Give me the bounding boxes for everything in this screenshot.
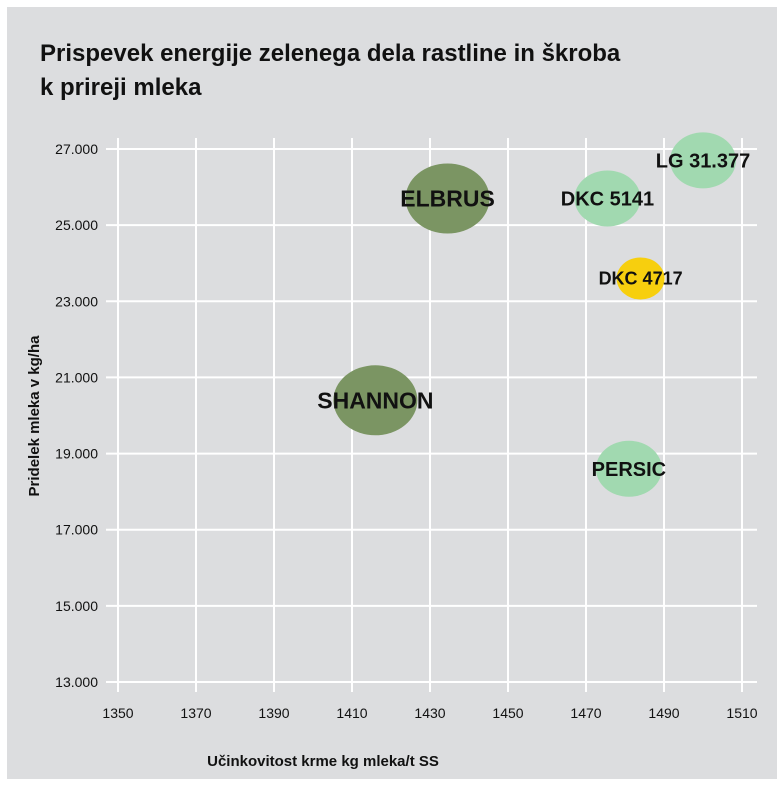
x-tick-labels: 1350 1370 1390 1410 1430 1450 1470 1490 1510	[102, 705, 757, 721]
y-tick-labels: 13.000 15.000 17.000 19.000 21.000 23.000 25.0…	[55, 141, 98, 690]
bubble	[574, 170, 641, 227]
x-tick-label: 1490	[648, 705, 679, 721]
x-tick-label: 1410	[336, 705, 367, 721]
bubble-label: SHANNON	[317, 387, 433, 413]
y-tick-label: 27.000	[55, 141, 98, 157]
y-tick-label: 13.000	[55, 674, 98, 690]
bubble	[405, 163, 490, 234]
x-tick-label: 1450	[492, 705, 523, 721]
chart-title: Prispevek energije zelenega dela rastlin…	[40, 40, 621, 101]
y-tick-label: 21.000	[55, 369, 98, 385]
x-axis-label: Učinkovitost krme kg mleka/t SS	[207, 753, 439, 770]
y-tick-label: 19.000	[55, 446, 98, 462]
bubble	[333, 365, 418, 436]
x-tick-label: 1510	[726, 705, 757, 721]
bubble	[670, 132, 736, 189]
bubble-label: DKC 4717	[599, 269, 683, 289]
bubble	[595, 440, 662, 497]
y-axis-label: Pridelek mleka v kg/ha	[26, 335, 43, 497]
x-tick-label: 1390	[258, 705, 289, 721]
bubble-label: PERSIC	[592, 459, 666, 481]
x-tick-label: 1470	[570, 705, 601, 721]
x-tick-label: 1370	[180, 705, 211, 721]
bubble-label: LG 31.377	[656, 150, 751, 172]
x-tick-label: 1430	[414, 705, 445, 721]
y-tick-label: 25.000	[55, 217, 98, 233]
bubble-label: ELBRUS	[400, 186, 495, 212]
y-tick-label: 15.000	[55, 598, 98, 614]
x-tick-label: 1350	[102, 705, 133, 721]
y-tick-label: 23.000	[55, 293, 98, 309]
bubble	[616, 257, 665, 300]
bubbles	[333, 132, 736, 497]
bubble-label: DKC 5141	[561, 188, 654, 210]
y-tick-label: 17.000	[55, 522, 98, 538]
